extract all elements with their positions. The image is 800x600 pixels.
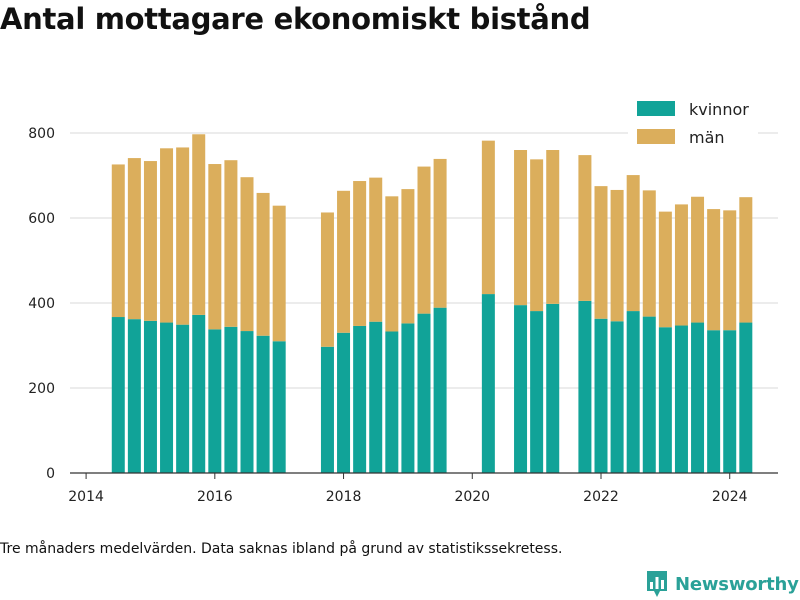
bar-kvinnor (691, 322, 705, 473)
y-tick-label: 0 (46, 466, 55, 482)
bar-kvinnor (160, 322, 174, 473)
bar-kvinnor (192, 314, 206, 473)
bar-man (353, 181, 367, 326)
bar-kvinnor (626, 311, 640, 473)
legend-swatch (637, 129, 675, 144)
bar-kvinnor (256, 335, 270, 473)
y-tick-label: 600 (28, 211, 55, 227)
bar-man (369, 177, 383, 322)
bar-kvinnor (739, 322, 753, 473)
bar-kvinnor (143, 320, 157, 473)
stacked-bar-chart: 0 200 400 600 800 2014 2016 2018 2020 2022 2024 kvi… (28, 100, 778, 505)
bar-kvinnor (610, 321, 624, 473)
x-tick-label: 2024 (712, 489, 748, 505)
bar-man (546, 150, 560, 304)
bar-man (111, 164, 125, 318)
bar-kvinnor (530, 311, 544, 473)
bar-man (739, 197, 753, 323)
legend-label: män (689, 128, 725, 147)
bar-man (256, 192, 270, 336)
bar-man (224, 160, 238, 327)
bar-man (723, 210, 737, 331)
footnote: Tre månaders medelvärden. Data saknas ib… (0, 541, 563, 557)
bar-kvinnor (176, 324, 190, 473)
bar-man (626, 175, 640, 312)
bar-man (401, 189, 415, 324)
bar-kvinnor (546, 303, 560, 473)
x-tick-label: 2014 (68, 489, 104, 505)
bar-man (127, 158, 141, 320)
bar-kvinnor (369, 321, 383, 473)
bar-kvinnor (353, 325, 367, 473)
x-tick-label: 2018 (326, 489, 362, 505)
y-tick-label: 200 (28, 381, 55, 397)
bar-man (691, 196, 705, 323)
bar-man (530, 159, 544, 312)
bar-man (578, 155, 592, 301)
bar-man (240, 177, 254, 332)
bar-kvinnor (658, 327, 672, 473)
y-tick-label: 400 (28, 296, 55, 312)
bar-man (658, 211, 672, 328)
bar-kvinnor (127, 319, 141, 473)
bar-kvinnor (208, 329, 222, 473)
legend-swatch (637, 101, 675, 116)
bar-man (417, 166, 431, 314)
bar-man (272, 205, 286, 342)
brand-name: Newsworthy (675, 573, 799, 595)
x-tick-label: 2016 (197, 489, 233, 505)
bar-man (674, 204, 688, 326)
bar-kvinnor (481, 294, 495, 473)
bar-man (192, 134, 206, 315)
bar-kvinnor (417, 313, 431, 473)
bar-man (481, 140, 495, 295)
bar-kvinnor (337, 332, 351, 473)
bar-man (208, 164, 222, 330)
bar-kvinnor (240, 331, 254, 473)
bar-man (707, 209, 721, 331)
y-tick-label: 800 (28, 126, 55, 142)
bar-chart-logo-icon (647, 571, 667, 597)
bar-man (143, 161, 157, 321)
bar-kvinnor (401, 323, 415, 473)
bar-man (610, 189, 624, 322)
bar-kvinnor (674, 325, 688, 473)
bar-man (385, 196, 399, 332)
bar-kvinnor (723, 330, 737, 473)
bar-kvinnor (514, 305, 528, 473)
bar-kvinnor (224, 326, 238, 473)
bar-kvinnor (272, 341, 286, 473)
bar-man (594, 186, 608, 319)
bar-man (642, 190, 656, 317)
x-tick-label: 2022 (583, 489, 619, 505)
bar-man (320, 212, 334, 347)
brand-logo: Newsworthy (645, 569, 799, 599)
bar-kvinnor (707, 330, 721, 473)
bar-man (433, 158, 447, 308)
bar-man (160, 148, 174, 323)
bar-kvinnor (320, 346, 334, 473)
bar-kvinnor (594, 318, 608, 473)
bar-man (176, 147, 190, 325)
bar-kvinnor (433, 307, 447, 473)
chart-title: Antal mottagare ekonomiskt bistånd (0, 2, 591, 36)
bar-man (337, 190, 351, 333)
bar-man (514, 150, 528, 306)
bar-kvinnor (111, 317, 125, 473)
legend-label: kvinnor (689, 100, 749, 119)
x-tick-label: 2020 (454, 489, 490, 505)
bar-kvinnor (642, 316, 656, 473)
bar-kvinnor (385, 331, 399, 473)
bar-kvinnor (578, 300, 592, 473)
